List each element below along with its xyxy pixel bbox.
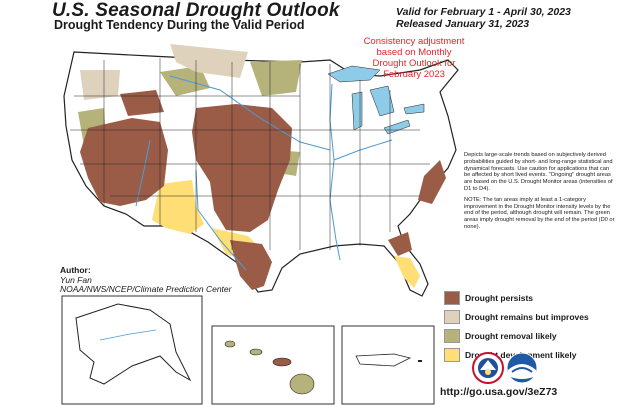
lake-huron xyxy=(369,85,395,117)
nws-logo xyxy=(472,352,504,384)
legend-swatch-persists xyxy=(444,290,460,305)
author-name: Yun Fan xyxy=(60,274,92,285)
region-persists-georgia xyxy=(388,232,412,256)
hawaii-island-big xyxy=(289,373,315,395)
region-persists-west xyxy=(80,118,168,206)
region-development-southwest xyxy=(152,180,204,234)
hawaii-island-kauai xyxy=(224,340,236,348)
adjust-line-4: February 2023 xyxy=(383,69,445,80)
adjust-line-1: Consistency adjustment xyxy=(363,36,465,47)
legend-item-removal: Drought removal likely xyxy=(444,326,589,345)
lake-michigan xyxy=(351,91,363,131)
state-boundaries xyxy=(70,58,430,250)
consistency-adjustment-note: Consistency adjustment based on Monthly … xyxy=(346,36,482,80)
legend-label-removal: Drought removal likely xyxy=(465,330,557,341)
valid-line: Valid for February 1 - April 30, 2023 xyxy=(396,6,571,18)
mississippi-river xyxy=(329,83,341,261)
legend-swatch-improves xyxy=(444,309,460,324)
author-label: Author: xyxy=(60,265,91,275)
hawaii-inset xyxy=(211,325,335,405)
legend-item-improves: Drought remains but improves xyxy=(444,307,589,326)
legend-swatch-development xyxy=(444,347,460,362)
legend-label-improves: Drought remains but improves xyxy=(465,311,589,322)
hawaii-island-oahu xyxy=(249,348,263,356)
rio-grande xyxy=(195,169,247,271)
map-subtitle: Drought Tendency During the Valid Period xyxy=(54,18,305,32)
legend-label-persists: Drought persists xyxy=(465,292,534,303)
missouri-river xyxy=(169,75,331,151)
region-persists-montana xyxy=(120,90,164,116)
valid-period: Valid for February 1 - April 30, 2023 Re… xyxy=(396,6,571,30)
region-persists-carolinas xyxy=(418,160,446,204)
legend-swatch-removal xyxy=(444,328,460,343)
released-line: Released January 31, 2023 xyxy=(396,18,530,30)
author-org: NOAA/NWS/NCEP/Climate Prediction Center xyxy=(60,284,232,294)
adjust-line-2: based on Monthly xyxy=(376,47,452,58)
outlook-url[interactable]: http://go.usa.gov/3eZ73 xyxy=(440,386,558,398)
noaa-logo xyxy=(506,352,538,384)
map-title: U.S. Seasonal Drought Outlook xyxy=(52,0,340,21)
alaska-shape xyxy=(75,303,192,385)
lake-ontario xyxy=(403,103,425,115)
notes-block: Depicts large-scale trends based on subj… xyxy=(464,152,616,235)
lake-superior xyxy=(327,65,381,83)
region-persists-plains xyxy=(192,104,292,232)
colorado-river xyxy=(135,139,151,207)
puerto-rico-shape xyxy=(355,353,412,367)
author-block: Author: Yun Fan NOAA/NWS/NCEP/Climate Pr… xyxy=(60,265,232,295)
notes-paragraph-1: Depicts large-scale trends based on subj… xyxy=(464,152,613,192)
alaska-river xyxy=(99,329,157,341)
legend-item-persists: Drought persists xyxy=(444,288,589,307)
region-improves-northwest xyxy=(80,70,120,100)
region-removal-northern-plains xyxy=(250,60,302,96)
lake-erie xyxy=(383,119,411,135)
region-persists-texas xyxy=(230,240,272,290)
region-improves-north xyxy=(170,44,248,78)
hawaii-island-maui xyxy=(272,357,292,367)
notes-paragraph-2: NOTE: The tan areas imply at least a 1-c… xyxy=(464,196,615,230)
region-development-florida xyxy=(394,256,420,288)
virgin-islands xyxy=(418,360,422,362)
adjust-line-3: Drought Outlook for xyxy=(372,58,456,69)
region-removal-dakotas xyxy=(160,66,210,96)
